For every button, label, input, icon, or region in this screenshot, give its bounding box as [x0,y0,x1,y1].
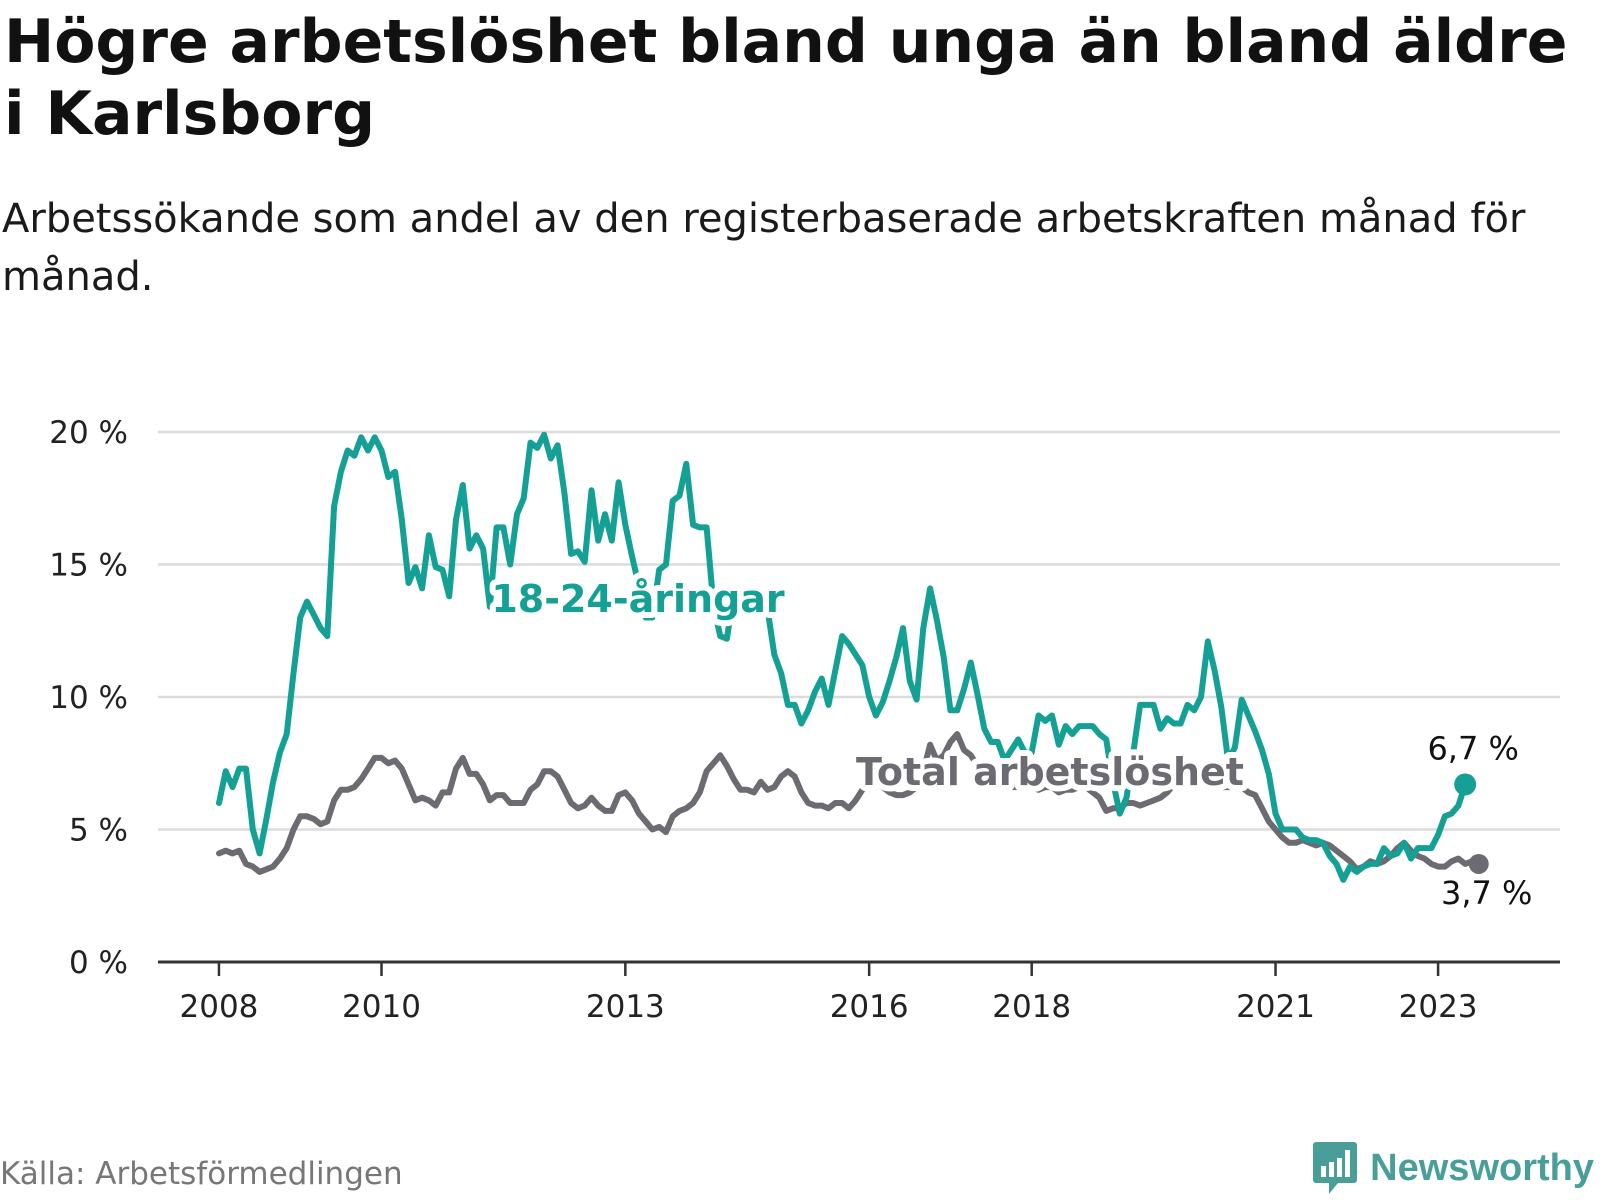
brand-name: Newsworthy [1370,1146,1594,1189]
line-chart: 0 %5 %10 %15 %20 % 2008 2010 2013 2016 2018 2… [49,415,1560,1025]
source-note: Källa: Arbetsförmedlingen [0,1156,403,1192]
brand-logo: Newsworthy [1312,1138,1594,1198]
y-tick-label: 5 % [69,813,128,849]
chart-title: Högre arbetslöshet bland unga än bland ä… [4,7,1568,149]
y-tick-label: 0 % [69,945,128,981]
y-tick-label: 20 % [49,415,128,451]
series-lines [216,431,1482,883]
x-tick-label: 2021 [1236,989,1315,1025]
chart-subtitle: Arbetssökande som andel av den registerb… [2,196,1526,300]
newsworthy-logo-icon [1313,1142,1358,1194]
series-line-total [216,731,1482,875]
series-line-youth [216,431,1469,883]
end-point-total [1468,853,1489,874]
gridlines [158,430,1560,831]
series-labels: Total arbetslöshet 18-24-åringar 6,7 % 3,7 … [485,571,1536,916]
end-value-label-total: 3,7 % [1441,874,1532,912]
y-tick-label: 15 % [49,548,128,584]
x-tick-label: 2013 [586,989,665,1025]
x-axis-ticks: 2008 2010 2013 2016 2018 2021 2023 [158,960,1560,1025]
end-value-label-youth: 6,7 % [1427,729,1518,767]
x-tick-label: 2008 [180,989,259,1025]
x-tick-label: 2023 [1399,989,1478,1025]
x-tick-label: 2018 [992,989,1071,1025]
x-tick-label: 2016 [830,989,909,1025]
series-label-youth: 18-24-åringar [491,577,785,621]
end-point-youth [1454,773,1477,796]
y-axis-ticks: 0 % 5 % 10 % 15 % 20 % [49,415,128,981]
series-label-total: Total arbetslöshet [856,750,1244,794]
y-tick-label: 10 % [49,680,128,716]
x-tick-label: 2010 [342,989,421,1025]
